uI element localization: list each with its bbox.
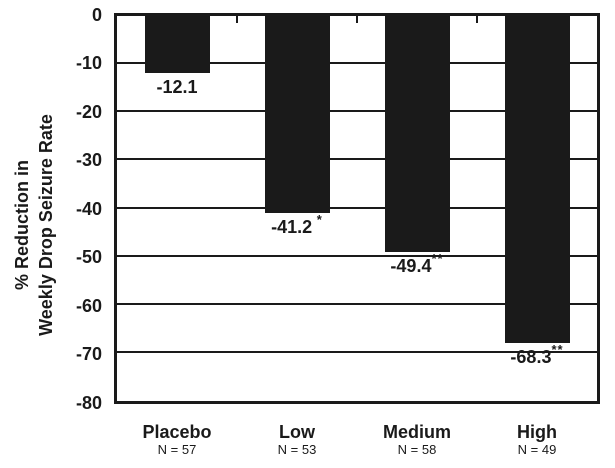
x-label-group-high: High N = 49	[477, 422, 597, 458]
gridline	[117, 207, 597, 209]
category-boundary-tick	[476, 16, 478, 23]
bar-value-label: -41.2 *	[237, 213, 357, 237]
gridline	[117, 351, 597, 353]
bar-medium	[384, 16, 450, 252]
gridline	[117, 62, 597, 64]
bar-value-label: -12.1	[117, 78, 237, 97]
y-tick-label: -30	[75, 150, 102, 170]
significance-mark: **	[551, 342, 564, 357]
bar-value: -12.1	[156, 77, 198, 97]
x-label-group-placebo: Placebo N = 57	[117, 422, 237, 458]
category-boundary-tick	[236, 16, 238, 23]
category-boundary-tick	[356, 16, 358, 23]
y-tick-label: -80	[75, 392, 102, 413]
gridline	[117, 158, 597, 160]
bar-value: -49.4	[390, 256, 432, 276]
gridline	[117, 255, 597, 257]
bar-high	[504, 16, 570, 343]
significance-mark: **	[431, 251, 444, 266]
bar-low	[264, 16, 330, 213]
n-count-label: N = 58	[397, 442, 437, 457]
category-label: Medium	[382, 422, 451, 442]
n-count-label: N = 53	[277, 442, 317, 457]
y-tick-label: -10	[75, 53, 102, 73]
bar-value: -41.2	[271, 217, 313, 237]
y-axis-tick-labels: 0 -10 -20 -30 -40 -50 -60 -70 -80	[46, 0, 102, 420]
n-count-label: N = 57	[157, 442, 197, 457]
gridline	[117, 110, 597, 112]
category-label: Placebo	[142, 422, 212, 442]
category-label: Low	[279, 422, 315, 442]
y-axis-title-line-1: % Reduction in	[12, 160, 32, 290]
bar-placebo	[144, 16, 210, 73]
bar-value: -68.3	[510, 347, 552, 367]
x-axis-labels: Placebo N = 57 Low N = 53 Medium N = 58 High N …	[117, 423, 597, 463]
plot-area: -12.1 -41.2 * -49.4** -68.3**	[114, 13, 600, 404]
bar-value-label: -49.4**	[357, 252, 477, 276]
gridline	[117, 303, 597, 305]
y-tick-label: -60	[75, 295, 102, 316]
n-count-label: N = 49	[517, 442, 557, 457]
significance-mark: *	[312, 212, 323, 227]
x-label-group-medium: Medium N = 58	[357, 422, 477, 458]
bar-value-label: -68.3**	[477, 343, 597, 367]
x-label-group-low: Low N = 53	[237, 422, 357, 458]
y-tick-label: 0	[91, 4, 102, 25]
category-label: High	[517, 422, 557, 442]
y-tick-label: -70	[75, 344, 102, 364]
y-tick-label: -20	[75, 101, 102, 122]
y-tick-label: -40	[75, 198, 102, 219]
y-tick-label: -50	[75, 247, 102, 267]
